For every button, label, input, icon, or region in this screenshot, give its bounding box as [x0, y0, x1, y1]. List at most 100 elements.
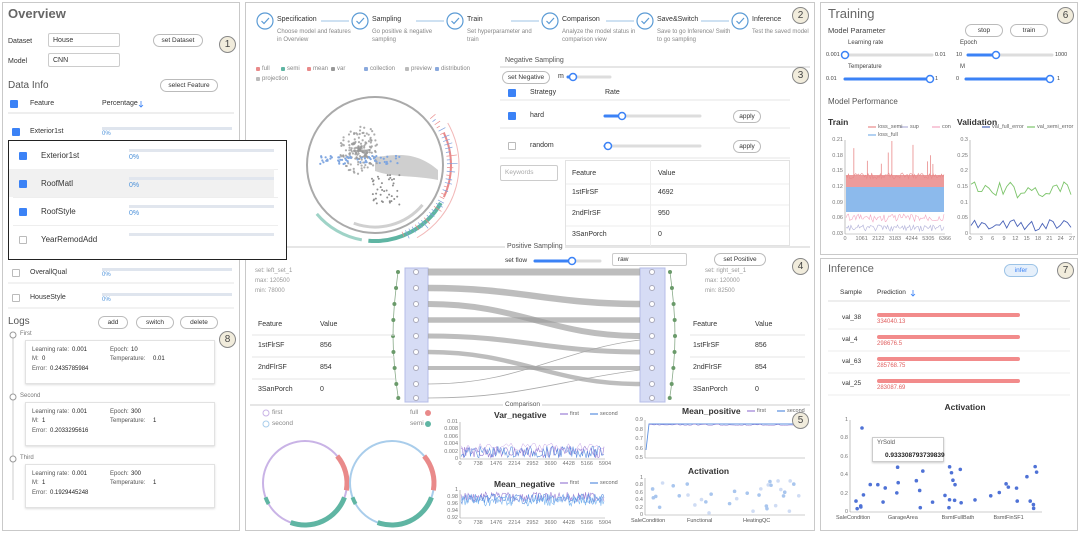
button[interactable]: add: [98, 316, 128, 329]
point: [356, 158, 359, 161]
point: [363, 149, 366, 152]
y-tick-label: 0: [964, 231, 968, 237]
spike: [446, 174, 451, 176]
log-value: 1: [153, 418, 157, 424]
button[interactable]: delete: [180, 316, 218, 329]
search-input[interactable]: [500, 165, 558, 181]
chart-title: Mean_negative: [494, 479, 555, 489]
point: [371, 193, 374, 196]
point: [393, 198, 396, 201]
flow-ribbon: [427, 284, 641, 308]
slider-knob[interactable]: [603, 141, 613, 151]
button[interactable]: apply: [733, 140, 761, 153]
node: [671, 366, 676, 370]
point: [361, 150, 364, 153]
button[interactable]: stop: [965, 24, 1003, 37]
label: M:: [32, 480, 39, 486]
point: [361, 131, 364, 135]
percentage-bar: [129, 149, 274, 152]
log-value: 300: [131, 409, 142, 415]
point: [370, 151, 373, 154]
step-desc: Analyze the model status in comparison v…: [562, 29, 636, 43]
point: [319, 162, 322, 165]
checkbox[interactable]: [19, 180, 27, 188]
checkbox[interactable]: [12, 294, 20, 302]
point: [355, 156, 358, 159]
node: [413, 365, 419, 371]
param-max: 1: [1057, 76, 1061, 82]
point: [854, 499, 858, 503]
point: [1025, 474, 1029, 479]
checkbox[interactable]: [19, 152, 27, 160]
point: [353, 138, 356, 141]
button[interactable]: select Feature: [160, 79, 218, 92]
slider-knob[interactable]: [617, 111, 627, 121]
slider-knob[interactable]: [567, 256, 577, 266]
checkbox[interactable]: [10, 100, 18, 108]
slider-knob[interactable]: [568, 72, 578, 82]
x-tick-label: 4244: [905, 236, 918, 242]
ring-arc: [315, 212, 363, 242]
legend-label: second: [600, 411, 618, 417]
point: [364, 163, 367, 167]
select[interactable]: [612, 253, 687, 266]
point: [953, 482, 957, 487]
slider-knob[interactable]: [991, 50, 1001, 60]
tooltip-label: YrSold: [877, 440, 896, 446]
slider-knob[interactable]: [925, 74, 935, 84]
spike: [421, 219, 429, 229]
checkbox[interactable]: [19, 208, 27, 216]
checkbox[interactable]: [508, 89, 516, 97]
legend-label: loss_semi: [878, 124, 903, 130]
button[interactable]: apply: [733, 110, 761, 123]
point: [342, 154, 345, 157]
trace: [845, 172, 945, 180]
slider-knob[interactable]: [1045, 74, 1055, 84]
button[interactable]: set Negative: [502, 71, 550, 84]
point: [320, 155, 323, 158]
node: [649, 301, 655, 307]
select[interactable]: [48, 33, 120, 47]
x-tick-label: GarageArea: [887, 515, 918, 521]
slider-knob[interactable]: [840, 50, 850, 60]
x-tick-label: 1476: [490, 520, 503, 526]
checkbox[interactable]: [508, 112, 516, 120]
checkbox[interactable]: [12, 128, 20, 136]
checkbox[interactable]: [19, 236, 27, 244]
prediction-value: 298676.5: [877, 341, 903, 347]
set-info: max: 120000: [705, 278, 740, 284]
column-header: Rate: [605, 89, 620, 96]
x-tick-label: 5305: [922, 236, 935, 242]
checkbox[interactable]: [508, 142, 516, 150]
button[interactable]: train: [1010, 24, 1048, 37]
legend-swatch: [307, 67, 311, 71]
node: [413, 301, 419, 307]
point: [329, 157, 332, 160]
checkbox[interactable]: [12, 269, 20, 277]
panel-title: Training: [828, 6, 875, 21]
trace: [845, 213, 945, 223]
param-min: 0.01: [826, 76, 837, 82]
point: [352, 132, 356, 136]
point: [376, 175, 379, 178]
step-title: Train: [467, 16, 483, 23]
spike: [423, 217, 431, 225]
point: [757, 493, 761, 497]
cell: 3SanPorch: [572, 231, 607, 238]
point: [358, 132, 361, 136]
step-icon: [446, 12, 464, 30]
trace: [970, 181, 1072, 199]
button[interactable]: set Positive: [714, 253, 766, 266]
y-tick-label: 0.12: [832, 184, 843, 190]
x-tick-label: Functional: [687, 518, 713, 524]
x-tick-label: 3183: [888, 236, 902, 242]
button[interactable]: switch: [136, 316, 174, 329]
point: [383, 160, 386, 164]
select[interactable]: [48, 53, 120, 67]
button[interactable]: set Dataset: [153, 34, 203, 47]
point: [366, 166, 369, 169]
ring-arc: [289, 496, 347, 528]
legend-swatch: [405, 67, 409, 71]
prediction-value: 283087.69: [877, 385, 906, 391]
button[interactable]: infer: [1004, 264, 1038, 277]
